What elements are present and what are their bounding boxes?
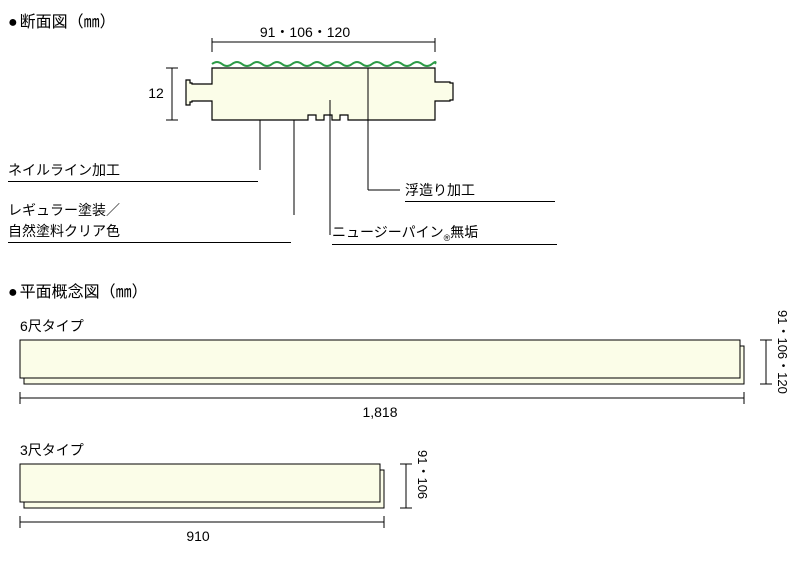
length-6-label: 1,818 <box>340 404 420 420</box>
regular-paint-label: レギュラー塗装／ <box>8 200 120 220</box>
regular-paint-text: レギュラー塗装／ <box>8 202 120 218</box>
height-dimension: 12 <box>146 85 166 101</box>
nz-pine-text: ニュージーパイン <box>332 224 444 240</box>
natural-paint-text: 自然塗料クリア色 <box>8 221 291 243</box>
nz-pine-label: ニュージーパイン®無垢 <box>332 222 557 245</box>
natural-paint-label: 自然塗料クリア色 <box>8 221 291 243</box>
cross-section-diagram <box>140 20 640 250</box>
length-3-label: 910 <box>168 528 228 544</box>
plan-view-title: 平面概念図（㎜） <box>8 278 148 302</box>
width-6-label: 91・106・120 <box>773 310 792 394</box>
nail-line-label: ネイルライン加工 <box>8 160 258 182</box>
uzukuri-label: 浮造り加工 <box>405 180 555 202</box>
width-3-label: 91・106 <box>413 450 432 499</box>
plank-3-diagram <box>10 454 450 554</box>
nail-line-text: ネイルライン加工 <box>8 160 258 182</box>
nz-pine-suffix: 無垢 <box>450 224 478 240</box>
cross-section-title: 断面図（㎜） <box>8 8 116 32</box>
uzukuri-text: 浮造り加工 <box>405 180 555 202</box>
